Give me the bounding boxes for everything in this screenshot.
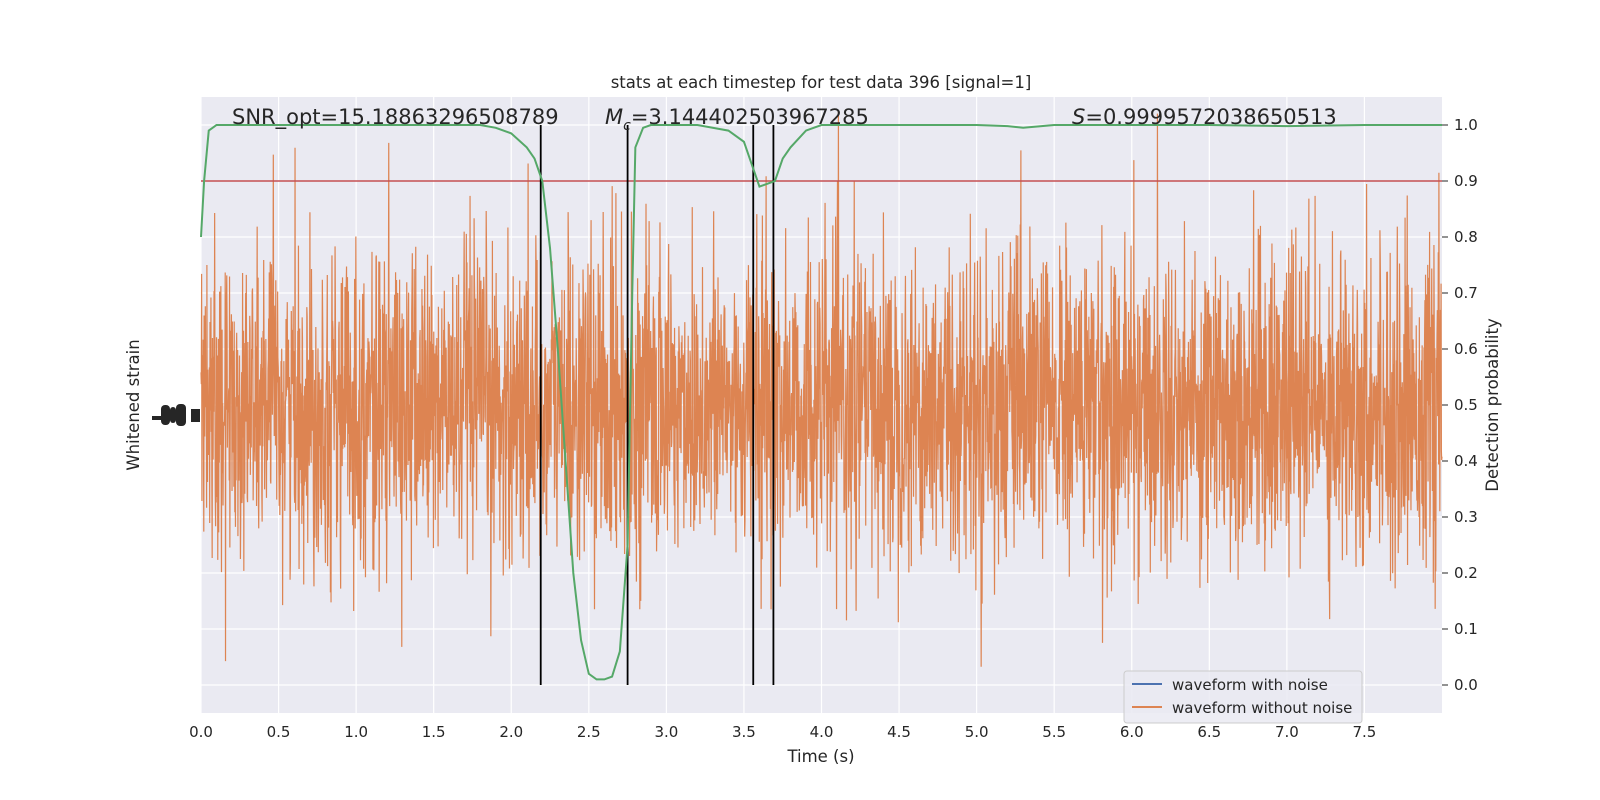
x-tick-label: 1.0: [344, 723, 368, 741]
right-tick-label: 0.5: [1454, 396, 1478, 414]
mc-symbol: M: [605, 105, 623, 129]
x-tick-label: 5.0: [965, 723, 989, 741]
x-tick-label: 6.0: [1120, 723, 1144, 741]
x-tick-label: 0.5: [267, 723, 291, 741]
waveform-without-noise-series: [200, 110, 1443, 667]
x-tick-label: 3.0: [654, 723, 678, 741]
x-tick-labels: 0.0 0.5 1.0 1.5 2.0 2.5 3.0 3.5 4.0 4.5 5.0 5.5 6.0 6…: [189, 723, 1376, 741]
legend: waveform with noise waveform without noi…: [1123, 670, 1363, 724]
legend-label-without-noise: waveform without noise: [1172, 699, 1352, 717]
right-tick-label: 1.0: [1454, 116, 1478, 134]
x-tick-label: 5.5: [1042, 723, 1066, 741]
waveform-without-noise-line: [200, 110, 1443, 667]
x-tick-label: 7.5: [1353, 723, 1377, 741]
x-tick-label: 2.5: [577, 723, 601, 741]
event-markers: [539, 125, 775, 685]
right-tick-label: 0.8: [1454, 228, 1478, 246]
right-tick-label: 0.2: [1454, 564, 1478, 582]
right-tick-label: 0.9: [1454, 172, 1478, 190]
s-value: =0.9999572038650513: [1085, 105, 1336, 129]
right-tick-label: 0.4: [1454, 452, 1478, 470]
x-tick-label: 7.0: [1275, 723, 1299, 741]
right-axis-label: Detection probability: [1483, 318, 1502, 492]
right-tick-label: 0.6: [1454, 340, 1478, 358]
chart-title: stats at each timestep for test data 396…: [611, 73, 1032, 92]
x-tick-label: 1.5: [422, 723, 446, 741]
s-annotation: S=0.9999572038650513: [1072, 105, 1337, 129]
mc-subscript: c: [623, 118, 631, 134]
left-tick-labels-overlapped: [152, 404, 200, 426]
s-symbol: S: [1072, 105, 1085, 129]
x-tick-label: 6.5: [1197, 723, 1221, 741]
right-tick-label: 0.3: [1454, 508, 1478, 526]
snr-annotation: SNR_opt=15.18863296508789: [232, 105, 559, 130]
mc-annotation: Mc=3.144402503967285: [605, 105, 869, 134]
x-tick-label: 4.0: [810, 723, 834, 741]
x-tick-label: 2.0: [499, 723, 523, 741]
mc-value: =3.144402503967285: [631, 105, 869, 129]
right-tick-label: 0.7: [1454, 284, 1478, 302]
right-tick-labels: 0.0 0.1 0.2 0.3 0.4 0.5 0.6 0.7 0.8 0.9 1.0: [1442, 116, 1478, 694]
x-axis-label: Time (s): [786, 747, 854, 766]
x-tick-label: 4.5: [887, 723, 911, 741]
x-tick-label: 3.5: [732, 723, 756, 741]
detection-probability-series: [200, 124, 1442, 681]
x-tick-label: 0.0: [189, 723, 213, 741]
legend-box: [1123, 670, 1363, 724]
legend-label-with-noise: waveform with noise: [1172, 676, 1328, 694]
detection-probability-line: [200, 124, 1442, 681]
right-tick-label: 0.0: [1454, 676, 1478, 694]
right-tick-label: 0.1: [1454, 620, 1478, 638]
left-axis-label: Whitened strain: [124, 339, 143, 470]
